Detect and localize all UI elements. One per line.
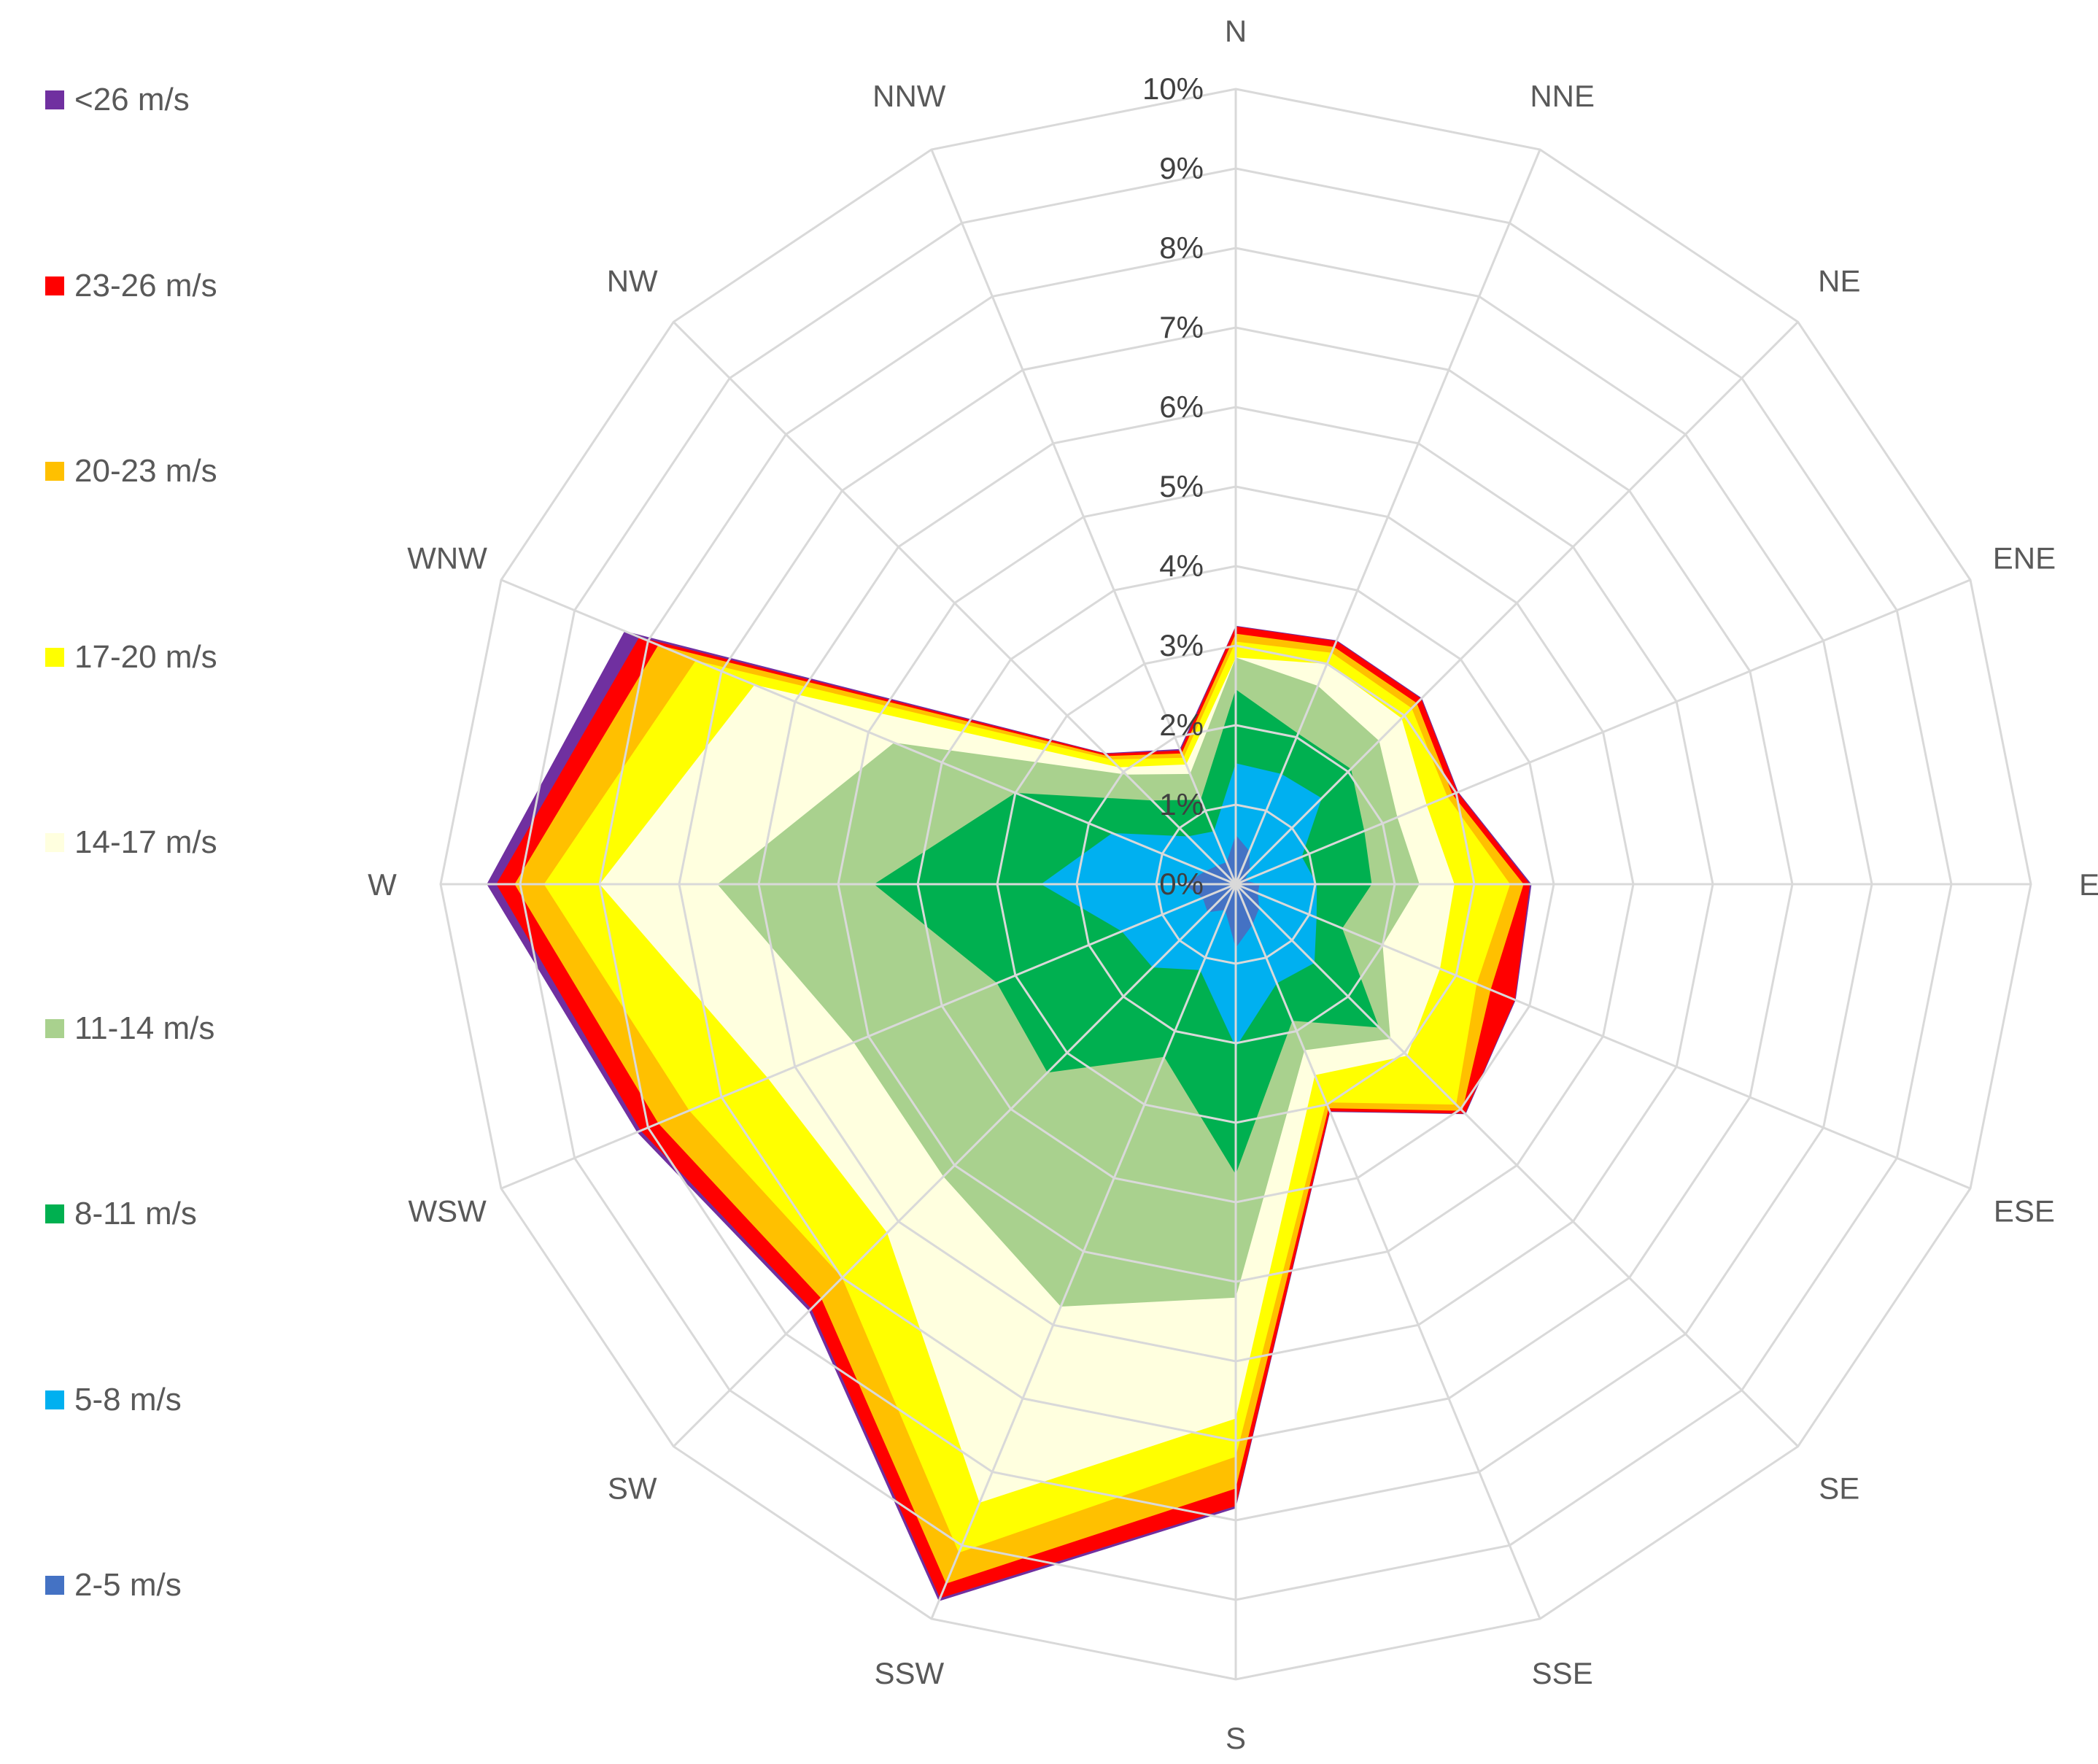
series-areas (487, 625, 1532, 1601)
legend-swatch (45, 276, 64, 295)
legend-label: 11-14 m/s (74, 1010, 215, 1046)
legend-item: 2-5 m/s (45, 1564, 381, 1608)
legend-label: 5-8 m/s (74, 1381, 182, 1417)
direction-label-ssw: SSW (874, 1656, 944, 1690)
direction-label-nnw: NNW (872, 79, 946, 113)
legend-label: <26 m/s (74, 82, 190, 117)
legend-label: 2-5 m/s (74, 1567, 182, 1603)
direction-label-ne: NE (1818, 264, 1860, 298)
legend-label: 20-23 m/s (74, 453, 217, 489)
grid-spoke (1234, 883, 1799, 1447)
radar-grid (439, 88, 2032, 1681)
legend-swatch (45, 1204, 64, 1223)
legend-item: 14-17 m/s (45, 821, 381, 865)
tick-label: 3% (1159, 628, 1204, 662)
legend-item: 23-26 m/s (45, 265, 381, 309)
direction-label-nw: NW (607, 264, 658, 298)
grid-spoke (500, 883, 1236, 1190)
tick-label: 1% (1159, 787, 1204, 821)
tick-label: 5% (1159, 469, 1204, 503)
legend-item: 20-23 m/s (45, 450, 381, 494)
direction-label-ese: ESE (1994, 1194, 2055, 1229)
direction-label-wnw: WNW (407, 541, 487, 575)
legend-item: <26 m/s (45, 79, 381, 123)
grid-spoke (673, 883, 1237, 1447)
grid-spoke (1234, 321, 1799, 886)
radial-tick-labels: 0% 1% 2% 3% 4% 5% 6% 7% 8% 9% 10% (1142, 71, 1204, 901)
series-area-8 (1184, 835, 1260, 948)
direction-label-s: S (1226, 1721, 1246, 1755)
tick-label: 10% (1142, 71, 1204, 106)
direction-label-ene: ENE (1993, 541, 2056, 575)
legend-label: 8-11 m/s (74, 1196, 197, 1231)
grid-spoke (1235, 579, 1971, 886)
legend-swatch (45, 1390, 64, 1409)
tick-label: 9% (1159, 151, 1204, 185)
tick-label: 4% (1159, 549, 1204, 583)
legend-label: 17-20 m/s (74, 638, 217, 675)
direction-labels: N NNE NE ENE E ESE SE SSE S SSW SW WSW W WNW NW NNW (368, 14, 2098, 1755)
direction-label-sw: SW (608, 1471, 657, 1505)
grid-spoke (930, 883, 1237, 1620)
grid-spoke (500, 579, 1236, 886)
grid-spoke (1234, 883, 1541, 1620)
tick-label: 0% (1159, 867, 1204, 901)
tick-label: 6% (1159, 390, 1204, 424)
legend-item: 11-14 m/s (45, 1007, 381, 1051)
direction-label-e: E (2079, 867, 2098, 902)
legend-label: 14-17 m/s (74, 824, 217, 860)
legend-label: 23-26 m/s (74, 267, 217, 303)
legend-swatch (45, 462, 64, 481)
grid-spoke (930, 149, 1237, 885)
direction-label-se: SE (1819, 1471, 1859, 1505)
legend-swatch (45, 1018, 64, 1038)
tick-label: 7% (1159, 310, 1204, 344)
direction-label-n: N (1225, 14, 1247, 48)
direction-label-wsw: WSW (408, 1194, 487, 1229)
grid-spoke (673, 321, 1237, 886)
tick-label: 2% (1159, 708, 1204, 742)
series-area-7 (1041, 763, 1322, 1048)
legend-swatch (45, 1576, 64, 1595)
legend-swatch (45, 833, 64, 852)
legend-item: 8-11 m/s (45, 1193, 381, 1237)
direction-label-w: W (368, 867, 397, 902)
direction-label-nne: NNE (1530, 79, 1595, 113)
legend-item: 17-20 m/s (45, 636, 381, 680)
legend-swatch (45, 90, 64, 109)
legend-swatch (45, 647, 64, 667)
legend-item: 5-8 m/s (45, 1379, 381, 1423)
grid-spoke (1234, 149, 1541, 885)
grid-spoke (1235, 883, 1971, 1190)
tick-label: 8% (1159, 231, 1204, 265)
direction-label-sse: SSE (1532, 1656, 1593, 1690)
